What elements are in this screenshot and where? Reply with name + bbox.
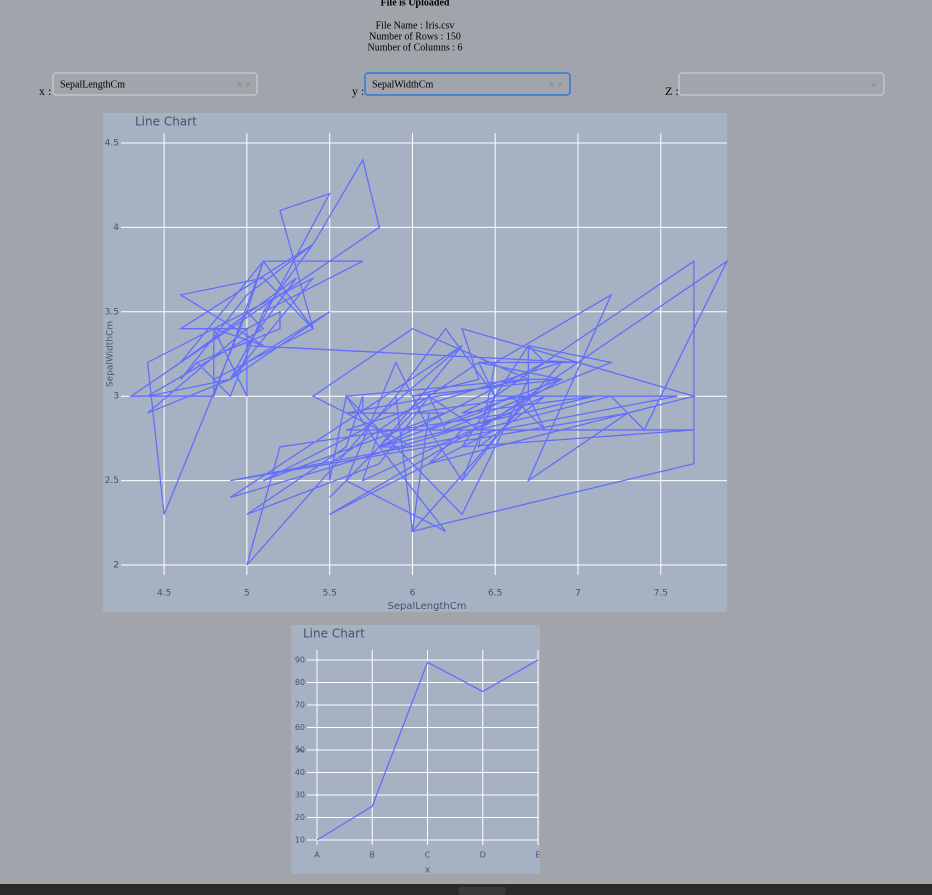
y-tick-label: 40 <box>295 768 305 777</box>
control-label: x : <box>39 84 51 98</box>
chart-title: Line Chart <box>303 627 365 641</box>
y-tick-label: 2 <box>113 561 119 571</box>
columns: Number of Columns : 6 <box>368 42 463 53</box>
x-tick-label: 4.5 <box>157 589 171 599</box>
taskbar-tab[interactable] <box>458 887 506 895</box>
control-label: y : <box>352 84 364 98</box>
y-tick-label: 3 <box>113 392 119 402</box>
chart-title: Line Chart <box>135 115 197 129</box>
y-tick-label: 60 <box>295 723 305 732</box>
y-tick-label: 3.5 <box>105 307 119 317</box>
x-tick-label: 7.5 <box>654 589 668 599</box>
x-tick-label: A <box>314 851 320 860</box>
x-tick-label: E <box>535 851 540 860</box>
x-tick-label: 5.5 <box>323 589 337 599</box>
y-tick-label: 30 <box>295 791 305 800</box>
x-tick-label: D <box>480 851 486 860</box>
y-tick-label: 70 <box>295 701 305 710</box>
clear-icon[interactable]: × <box>236 81 244 91</box>
control-label: Z : <box>665 84 679 98</box>
dropdown[interactable] <box>364 72 571 96</box>
y-axis-label: y <box>295 747 304 752</box>
x-tick-label: 6 <box>410 589 416 599</box>
x-tick-label: B <box>370 851 376 860</box>
y-tick-label: 50 <box>295 746 305 755</box>
data-line <box>128 158 729 566</box>
y-tick-label: 10 <box>295 836 305 845</box>
y-tick-label: 90 <box>295 656 305 665</box>
file-name: File Name : Iris.csv <box>376 20 455 31</box>
y-tick-label: 4 <box>113 223 119 233</box>
y-tick-label: 2.5 <box>105 476 119 486</box>
rows: Number of Rows : 150 <box>369 31 461 42</box>
y-axis-label: SepalWidthCm <box>106 321 116 387</box>
dropdown-value: SepalWidthCm <box>372 79 433 90</box>
clear-icon[interactable]: × <box>548 81 556 91</box>
x-axis-label: SepalLengthCm <box>388 601 467 612</box>
y-tick-label: 4.5 <box>105 139 119 149</box>
x-tick-label: 5 <box>244 589 250 599</box>
data-line <box>316 659 539 841</box>
x-tick-label: 6.5 <box>488 589 502 599</box>
dropdown[interactable] <box>678 72 885 96</box>
dropdown-value: SepalLengthCm <box>60 79 125 90</box>
y-tick-label: 20 <box>295 813 305 822</box>
x-tick-label: C <box>425 851 431 860</box>
arrow-icon[interactable]: ▾ <box>558 81 562 89</box>
status: File is Uploaded <box>381 0 450 8</box>
y-tick-label: 80 <box>295 678 305 687</box>
arrow-icon[interactable]: ▾ <box>872 81 876 89</box>
x-tick-label: 7 <box>575 589 581 599</box>
dropdown[interactable] <box>52 72 258 96</box>
x-axis-label: x <box>425 866 431 876</box>
arrow-icon[interactable]: ▾ <box>246 81 250 89</box>
